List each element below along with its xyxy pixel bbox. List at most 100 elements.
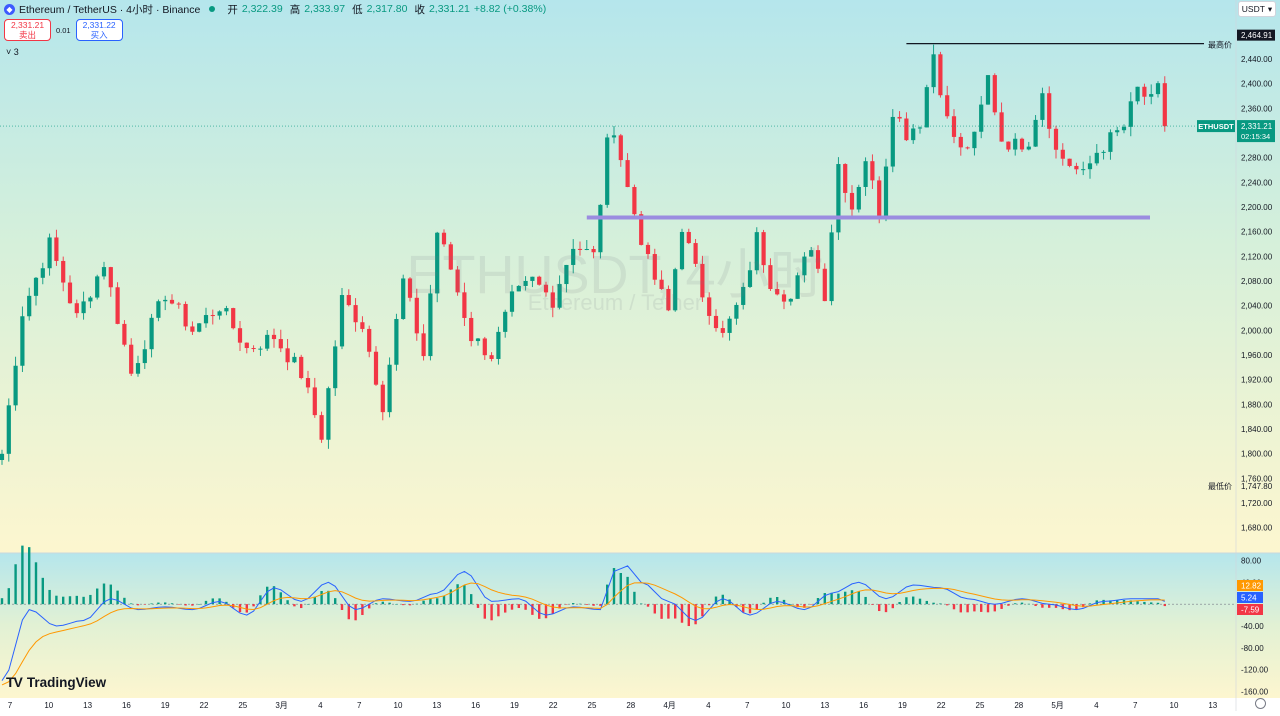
candle-body[interactable]: [1101, 151, 1106, 153]
candle-body[interactable]: [1115, 130, 1120, 133]
candle-body[interactable]: [1026, 146, 1031, 150]
candle-body[interactable]: [1128, 101, 1133, 127]
candle-body[interactable]: [686, 231, 691, 244]
candle-body[interactable]: [1019, 138, 1025, 150]
candle-body[interactable]: [387, 364, 392, 413]
candle-body[interactable]: [475, 338, 481, 342]
candle-body[interactable]: [1087, 163, 1093, 170]
candle-body[interactable]: [645, 244, 651, 255]
candle-body[interactable]: [741, 286, 746, 305]
candle-body[interactable]: [0, 453, 5, 460]
candle-body[interactable]: [659, 279, 664, 289]
candle-body[interactable]: [414, 297, 419, 334]
candle-body[interactable]: [346, 295, 351, 306]
candle-body[interactable]: [278, 339, 283, 349]
candle-body[interactable]: [1149, 94, 1154, 97]
candle-body[interactable]: [67, 282, 73, 304]
candle-body[interactable]: [809, 250, 814, 257]
candle-body[interactable]: [441, 232, 447, 245]
candle-body[interactable]: [530, 276, 535, 281]
candle-body[interactable]: [339, 295, 345, 347]
candle-body[interactable]: [802, 256, 807, 276]
candle-body[interactable]: [666, 288, 671, 311]
candles[interactable]: [0, 44, 1167, 465]
candle-body[interactable]: [176, 303, 181, 305]
candle-body[interactable]: [428, 293, 433, 357]
candle-body[interactable]: [931, 54, 936, 88]
candle-body[interactable]: [1060, 149, 1065, 159]
candle-body[interactable]: [1047, 93, 1052, 129]
candle-body[interactable]: [373, 351, 379, 385]
sell-button[interactable]: 2,331.21 卖出: [4, 19, 51, 41]
candle-body[interactable]: [401, 278, 406, 319]
candle-body[interactable]: [142, 349, 147, 364]
candle-body[interactable]: [47, 237, 52, 269]
candle-body[interactable]: [285, 348, 290, 363]
candle-body[interactable]: [210, 315, 215, 317]
candle-body[interactable]: [720, 328, 725, 333]
candle-body[interactable]: [611, 135, 617, 138]
candle-body[interactable]: [183, 303, 188, 327]
tradingview-logo[interactable]: TV TradingView: [6, 674, 106, 690]
candle-body[interactable]: [40, 268, 45, 278]
candle-body[interactable]: [1142, 86, 1147, 97]
buy-button[interactable]: 2,331.22 买入: [75, 19, 123, 41]
candle-body[interactable]: [469, 317, 474, 342]
candle-body[interactable]: [353, 305, 358, 323]
candle-body[interactable]: [1040, 93, 1045, 120]
candle-body[interactable]: [231, 308, 236, 329]
candle-body[interactable]: [904, 118, 909, 141]
candle-body[interactable]: [849, 192, 855, 210]
candle-body[interactable]: [761, 232, 766, 266]
candle-body[interactable]: [652, 254, 657, 280]
candle-body[interactable]: [985, 75, 991, 105]
candle-body[interactable]: [924, 87, 929, 128]
candle-body[interactable]: [1081, 169, 1086, 171]
candle-body[interactable]: [543, 284, 549, 293]
candle-body[interactable]: [129, 344, 134, 374]
candle-body[interactable]: [27, 295, 32, 317]
candle-body[interactable]: [639, 214, 644, 245]
candle-body[interactable]: [972, 131, 977, 149]
candle-body[interactable]: [33, 277, 39, 296]
candle-body[interactable]: [911, 128, 916, 141]
candle-body[interactable]: [88, 297, 93, 302]
candle-body[interactable]: [115, 287, 120, 324]
candle-body[interactable]: [747, 270, 753, 287]
candle-body[interactable]: [455, 269, 460, 293]
candle-body[interactable]: [1067, 158, 1072, 166]
candle-body[interactable]: [781, 294, 787, 302]
candle-body[interactable]: [707, 297, 712, 316]
candle-body[interactable]: [203, 315, 209, 324]
candle-body[interactable]: [407, 278, 413, 298]
candle-body[interactable]: [360, 322, 365, 329]
candle-body[interactable]: [482, 338, 487, 356]
candle-body[interactable]: [421, 333, 426, 357]
candle-body[interactable]: [299, 356, 304, 379]
candle-body[interactable]: [251, 348, 256, 350]
candle-body[interactable]: [727, 318, 732, 333]
candle-body[interactable]: [101, 267, 107, 277]
candle-body[interactable]: [788, 298, 793, 302]
candle-body[interactable]: [1135, 86, 1140, 102]
candle-body[interactable]: [244, 342, 249, 349]
indicators-toggle[interactable]: ˅ 3: [6, 47, 19, 57]
candle-body[interactable]: [20, 316, 25, 366]
candle-body[interactable]: [1108, 132, 1113, 152]
candle-body[interactable]: [523, 280, 528, 286]
candle-body[interactable]: [550, 292, 555, 308]
candle-body[interactable]: [605, 137, 610, 205]
candle-body[interactable]: [537, 276, 542, 285]
currency-select[interactable]: USDT ▾: [1238, 1, 1276, 17]
candle-body[interactable]: [938, 54, 943, 96]
candle-body[interactable]: [625, 160, 630, 188]
candle-body[interactable]: [326, 388, 331, 440]
candle-body[interactable]: [632, 187, 637, 215]
candle-body[interactable]: [6, 405, 11, 454]
candle-body[interactable]: [618, 135, 623, 161]
candle-body[interactable]: [557, 284, 562, 308]
candle-body[interactable]: [673, 269, 678, 311]
candle-body[interactable]: [435, 232, 440, 294]
candle-body[interactable]: [877, 180, 882, 220]
